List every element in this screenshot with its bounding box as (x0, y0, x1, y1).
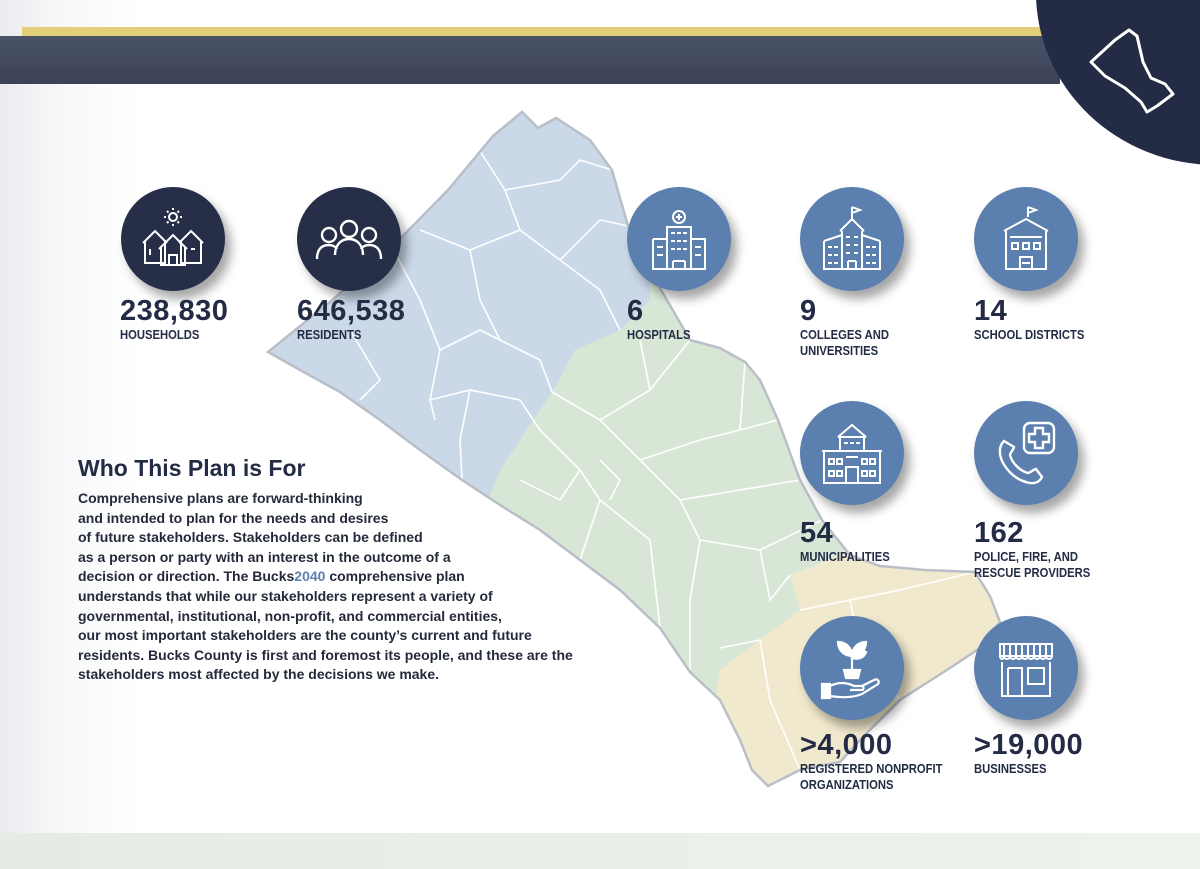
body-line-5: decision or direction. The Bucks 2040 com… (78, 567, 618, 587)
businesses-value: >19,000 (974, 729, 1084, 761)
residents-value: 646,538 (297, 295, 406, 327)
stat-colleges: 9 COLLEGES AND UNIVERSITIES (800, 296, 899, 359)
hospitals-label: HOSPITALS (627, 328, 691, 342)
body-line-5-start: decision or direction. (78, 568, 220, 585)
body-line-5-the: The (223, 568, 249, 585)
stat-households: 238,830 HOUSEHOLDS (120, 296, 228, 343)
school-districts-label: SCHOOL DISTRICTS (974, 328, 1085, 342)
section-body: Comprehensive plans are forward-thinking… (78, 489, 618, 685)
municipalities-value: 54 (800, 517, 834, 549)
body-line-2: and intended to plan for the needs and d… (78, 509, 389, 526)
heading-highlight: This Plan is For (132, 455, 312, 485)
body-line-7: governmental, institutional, non-profit,… (78, 607, 502, 624)
people-icon (297, 187, 401, 291)
emergency-phone-icon (974, 401, 1078, 505)
colleges-value: 9 (800, 295, 817, 327)
nonprofits-value: >4,000 (800, 729, 893, 761)
school-icon (974, 187, 1078, 291)
brand-year: 2040 (294, 568, 326, 585)
colleges-label-line2: UNIVERSITIES (800, 344, 879, 358)
body-line-5-end: comprehensive plan (329, 568, 465, 585)
businesses-label: BUSINESSES (974, 762, 1047, 776)
college-icon (800, 187, 904, 291)
stat-emergency-providers: 162 POLICE, FIRE, AND RESCUE PROVIDERS (974, 518, 1103, 581)
hospital-icon (627, 187, 731, 291)
residents-label: RESIDENTS (297, 328, 362, 342)
heading-prefix: Who (78, 455, 135, 481)
section-heading: Who This Plan is For (78, 455, 312, 485)
nonprofits-label-line2: ORGANIZATIONS (800, 778, 894, 792)
county-outline-icon (1089, 28, 1175, 114)
households-value: 238,830 (120, 295, 229, 327)
emergency-label-line2: RESCUE PROVIDERS (974, 566, 1091, 580)
municipal-building-icon (800, 401, 904, 505)
footer-band (0, 833, 1200, 869)
stat-residents: 646,538 RESIDENTS (297, 296, 405, 343)
stat-school-districts: 14 SCHOOL DISTRICTS (974, 296, 1097, 343)
brand-name: Bucks (252, 568, 295, 585)
body-line-3: of future stakeholders. Stakeholders can… (78, 529, 423, 546)
stat-nonprofits: >4,000 REGISTERED NONPROFIT ORGANIZATION… (800, 730, 958, 793)
body-line-8: our most important stakeholders are the … (78, 627, 532, 644)
body-line-6: understands that while our stakeholders … (78, 587, 493, 604)
plant-hand-icon (800, 616, 904, 720)
body-line-4: as a person or party with an interest in… (78, 548, 451, 565)
colleges-label-line1: COLLEGES AND (800, 328, 889, 342)
school-districts-value: 14 (974, 295, 1008, 327)
emergency-label-line1: POLICE, FIRE, AND (974, 550, 1078, 564)
stat-hospitals: 6 HOSPITALS (627, 296, 698, 343)
households-label: HOUSEHOLDS (120, 328, 200, 342)
stat-municipalities: 54 MUNICIPALITIES (800, 518, 900, 565)
hospitals-value: 6 (627, 295, 644, 327)
body-line-10: stakeholders most affected by the decisi… (78, 666, 440, 683)
houses-icon (121, 187, 225, 291)
municipalities-label: MUNICIPALITIES (800, 550, 890, 564)
emergency-value: 162 (974, 517, 1024, 549)
storefront-icon (974, 616, 1078, 720)
stat-businesses: >19,000 BUSINESSES (974, 730, 1083, 777)
nonprofits-label-line1: REGISTERED NONPROFIT (800, 762, 943, 776)
body-line-9: residents. Bucks County is first and for… (78, 646, 573, 663)
header-gold-stripe (22, 27, 1042, 37)
body-line-1: Comprehensive plans are forward-thinking (78, 490, 363, 506)
header-navy-band (0, 36, 1060, 84)
